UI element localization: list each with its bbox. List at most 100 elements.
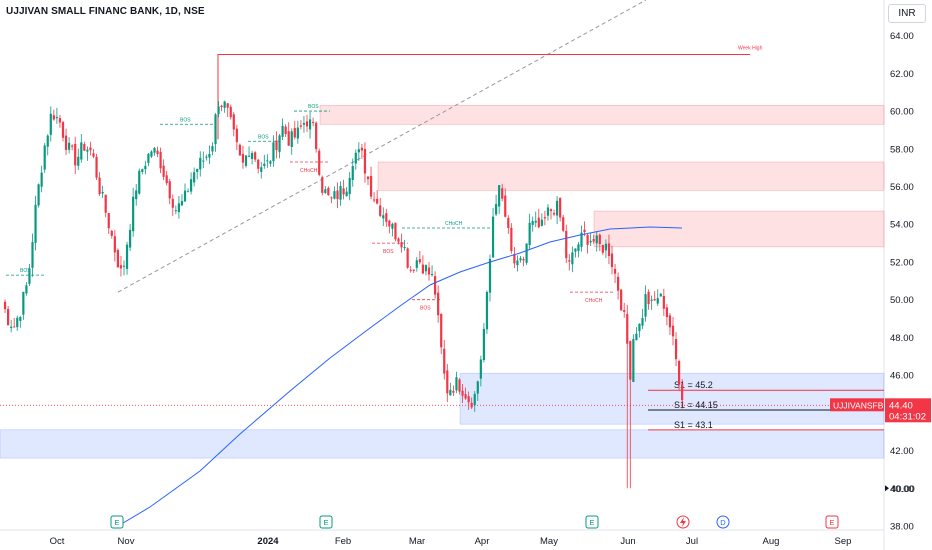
candle-body	[373, 200, 375, 201]
candle-body	[95, 157, 97, 178]
candle-body	[397, 239, 399, 242]
candle-body	[83, 144, 85, 151]
candle-body	[74, 144, 76, 166]
structure-label: CHoCH	[300, 168, 318, 174]
candle-body	[425, 265, 427, 271]
structure-label: BOS	[308, 104, 319, 110]
candle-body	[339, 186, 341, 200]
candle-body	[10, 327, 12, 328]
candle-body	[132, 197, 134, 231]
candle-body	[416, 260, 418, 268]
structure-label: BOS	[420, 306, 431, 312]
candle-body	[669, 315, 671, 327]
candle-body	[638, 324, 640, 331]
demand-zone	[0, 430, 884, 458]
candle-body	[468, 396, 470, 402]
candle-body	[394, 223, 396, 240]
candle-body	[452, 391, 454, 393]
candle-body	[53, 115, 55, 119]
y-tick-label: 46.00	[890, 371, 914, 382]
candle-body	[224, 102, 226, 108]
candle-body	[480, 359, 482, 378]
candle-body	[111, 231, 113, 236]
candle-body	[208, 154, 210, 158]
candle-body	[660, 294, 662, 297]
x-tick-label: Jul	[686, 536, 698, 547]
candle-body	[41, 173, 43, 187]
y-tick-label: 56.00	[890, 182, 914, 193]
candle-body	[105, 195, 107, 213]
candle-body	[632, 339, 634, 382]
candle-body	[657, 298, 659, 303]
candle-body	[562, 217, 564, 230]
candle-body	[547, 207, 549, 215]
candle-body	[461, 391, 463, 396]
candle-body	[556, 201, 558, 216]
candle-body	[510, 228, 512, 251]
candle-body	[431, 274, 433, 275]
candle-body	[50, 114, 52, 135]
candle-body	[248, 156, 250, 157]
candle-body	[13, 326, 15, 327]
candle-body	[681, 384, 683, 400]
candle-body	[504, 196, 506, 217]
candle-body	[117, 250, 119, 268]
support-label: S1 = 43.1	[674, 420, 713, 430]
candle-body	[205, 157, 207, 158]
candle-body	[355, 153, 357, 164]
candle-body	[443, 349, 445, 374]
candle-body	[217, 107, 219, 114]
candle-body	[370, 176, 372, 197]
candle-body	[422, 265, 424, 274]
candle-body	[269, 161, 271, 163]
candle-body	[471, 403, 473, 408]
candle-body	[617, 277, 619, 291]
candle-body	[593, 239, 595, 241]
candle-body	[86, 150, 88, 152]
candle-body	[303, 123, 305, 125]
candle-body	[483, 329, 485, 360]
candle-body	[172, 199, 174, 208]
y-tick-label: 38.00	[890, 522, 914, 533]
candle-body	[160, 152, 162, 168]
candle-body	[626, 314, 628, 344]
x-tick-label: Feb	[335, 536, 351, 547]
candle-body	[272, 142, 274, 161]
candle-body	[501, 188, 503, 198]
candle-body	[38, 184, 40, 205]
candle-body	[92, 153, 94, 157]
candle-body	[535, 221, 537, 223]
x-tick-label: Apr	[475, 536, 490, 547]
candle-body	[388, 221, 390, 227]
candle-body	[526, 244, 528, 263]
candle-body	[214, 114, 216, 144]
candle-body	[211, 146, 213, 151]
y-tick-label: 42.00	[890, 446, 914, 457]
candle-body	[541, 220, 543, 226]
candle-body	[257, 160, 259, 169]
candle-body	[193, 172, 195, 182]
candle-body	[187, 191, 189, 192]
candle-body	[263, 164, 265, 166]
support-label: S1 = 44.15	[674, 400, 718, 410]
event-icon-label: D	[720, 518, 726, 527]
candle-body	[181, 201, 183, 205]
candle-body	[648, 292, 650, 304]
candle-body	[245, 155, 247, 165]
candle-body	[385, 213, 387, 222]
x-tick-label: Mar	[409, 536, 425, 547]
candle-body	[489, 259, 491, 293]
candle-body	[437, 293, 439, 316]
price-badge-value: 44.40	[889, 400, 913, 411]
currency-badge[interactable]: INR	[888, 4, 926, 23]
candle-body	[410, 270, 412, 271]
candle-body	[550, 209, 552, 211]
candle-body	[77, 157, 79, 166]
event-icon-label: E	[829, 518, 834, 527]
candle-body	[376, 199, 378, 204]
candle-body	[516, 261, 518, 266]
candle-body	[590, 241, 592, 242]
candle-body	[169, 181, 171, 198]
candle-body	[108, 213, 110, 228]
